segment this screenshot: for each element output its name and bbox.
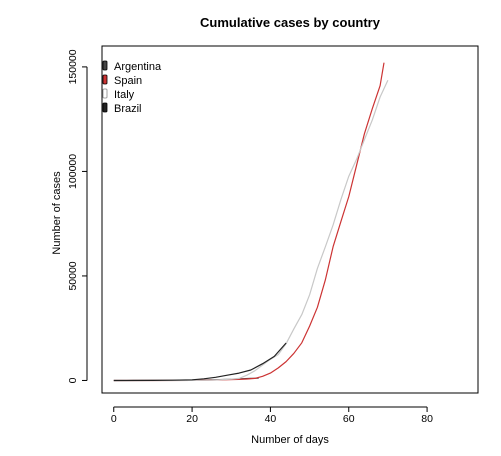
legend-swatch-argentina <box>102 60 108 71</box>
series-line-italy <box>113 80 389 382</box>
y-axis-title: Number of cases <box>51 171 63 255</box>
y-tick-label: 50000 <box>67 261 79 290</box>
y-tick-label: 0 <box>67 377 79 383</box>
x-tick-label: 40 <box>265 413 277 425</box>
x-tick-label: 20 <box>186 413 198 425</box>
y-tick-label: 100000 <box>67 154 79 189</box>
plot-frame <box>101 45 479 394</box>
y-tick-label: 150000 <box>67 49 79 84</box>
x-tick-label: 60 <box>343 413 355 425</box>
series-line-spain <box>113 62 385 382</box>
y-axis: 0 50000 100000 150000 <box>67 49 88 383</box>
x-axis: 0 20 40 60 80 <box>111 406 433 425</box>
legend-label-argentina: Argentina <box>114 61 162 73</box>
legend-swatch-spain <box>102 74 108 85</box>
x-axis-title: Number of days <box>251 434 329 446</box>
series-line-brazil <box>113 342 287 382</box>
legend-label-brazil: Brazil <box>114 103 142 115</box>
x-tick-label: 80 <box>421 413 433 425</box>
legend: Argentina Spain Italy Brazil <box>102 60 162 115</box>
series-lines <box>113 62 389 382</box>
legend-label-spain: Spain <box>114 75 142 87</box>
chart-title: Cumulative cases by country <box>200 15 381 30</box>
legend-swatch-brazil <box>102 102 108 113</box>
legend-swatch-italy <box>102 88 108 99</box>
x-tick-label: 0 <box>111 413 117 425</box>
legend-label-italy: Italy <box>114 89 135 101</box>
